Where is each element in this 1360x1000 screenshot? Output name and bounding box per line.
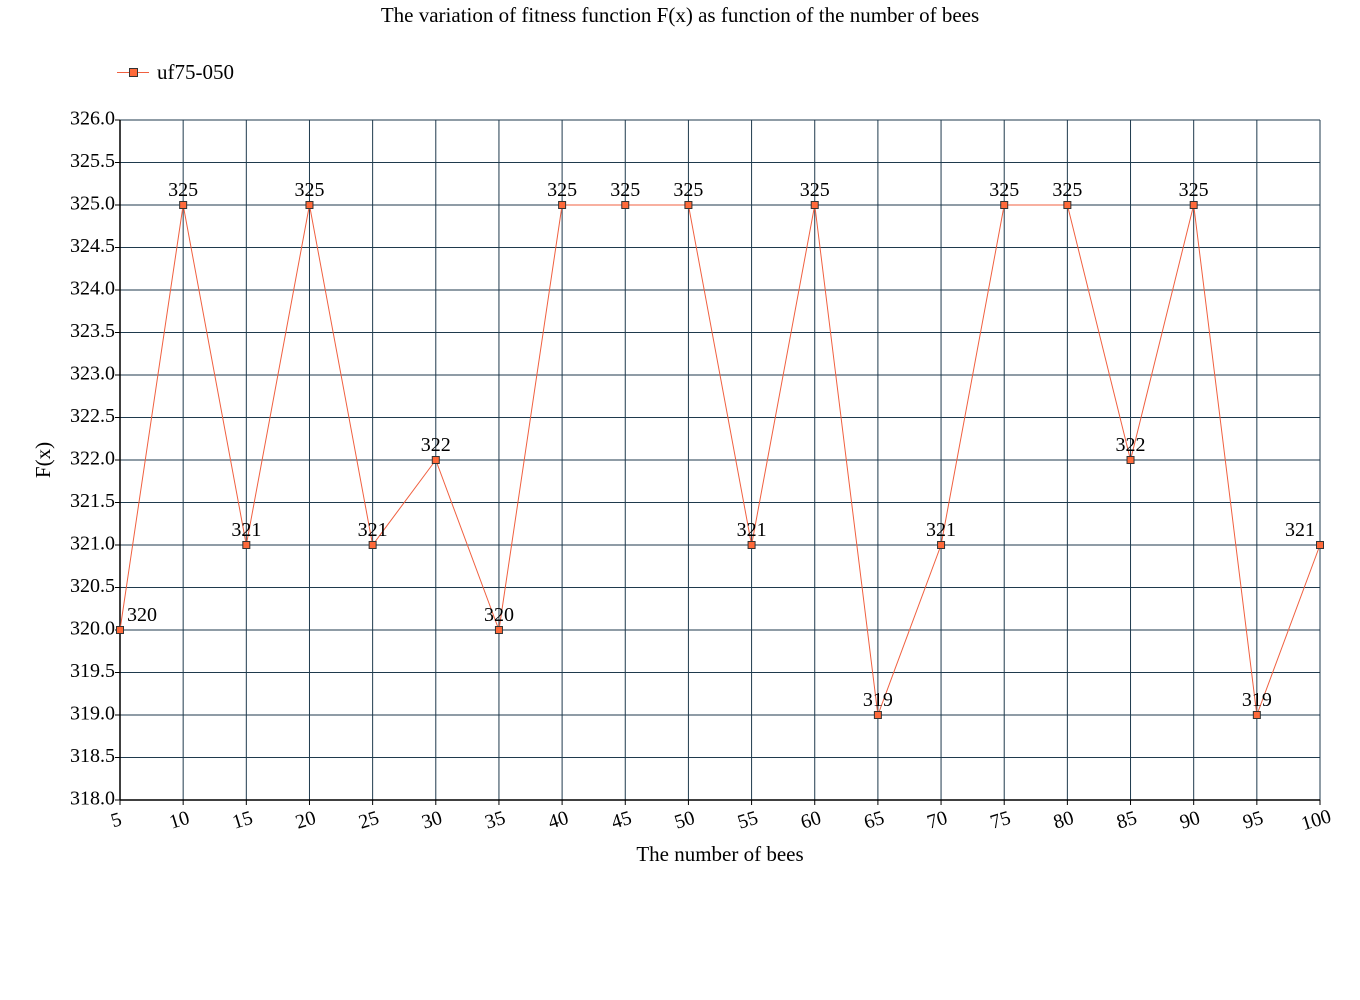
y-tick-label: 322.5 bbox=[70, 405, 115, 427]
data-label: 322 bbox=[421, 434, 451, 456]
y-tick-label: 319.0 bbox=[70, 703, 115, 725]
y-tick-label: 321.0 bbox=[70, 533, 115, 555]
x-tick-label: 100 bbox=[1299, 805, 1334, 835]
data-label: 321 bbox=[926, 519, 956, 541]
data-point bbox=[306, 202, 313, 209]
data-point bbox=[1064, 202, 1071, 209]
data-label: 325 bbox=[294, 179, 324, 201]
x-tick-label: 25 bbox=[356, 807, 382, 834]
data-point bbox=[938, 542, 945, 549]
x-axis-label: The number of bees bbox=[636, 842, 803, 866]
grid bbox=[115, 120, 1320, 805]
y-axis-label: F(x) bbox=[31, 442, 55, 478]
data-point bbox=[1190, 202, 1197, 209]
x-tick-label: 80 bbox=[1051, 807, 1077, 834]
data-point bbox=[748, 542, 755, 549]
data-point bbox=[1253, 712, 1260, 719]
data-label: 325 bbox=[610, 179, 640, 201]
x-tick-label: 35 bbox=[482, 807, 508, 834]
data-point bbox=[1317, 542, 1324, 549]
y-tick-label: 318.0 bbox=[70, 788, 115, 810]
y-tick-label: 320.0 bbox=[70, 618, 115, 640]
x-tick-label: 50 bbox=[672, 807, 698, 834]
x-tick-label: 65 bbox=[861, 807, 887, 834]
x-tick-label: 40 bbox=[546, 807, 572, 834]
data-label: 320 bbox=[484, 604, 514, 626]
data-point bbox=[180, 202, 187, 209]
data-point bbox=[622, 202, 629, 209]
x-tick-label: 10 bbox=[167, 807, 193, 834]
x-tick-label: 85 bbox=[1114, 807, 1140, 834]
x-tick-label: 55 bbox=[735, 807, 761, 834]
x-tick-label: 30 bbox=[419, 807, 445, 834]
x-tick-label: 15 bbox=[230, 807, 256, 834]
data-point bbox=[369, 542, 376, 549]
data-label: 320 bbox=[127, 604, 157, 626]
x-tick-label: 60 bbox=[798, 807, 824, 834]
y-tick-label: 324.0 bbox=[70, 278, 115, 300]
y-tick-label: 324.5 bbox=[70, 235, 115, 257]
y-tick-label: 326.0 bbox=[70, 108, 115, 130]
data-point bbox=[117, 627, 124, 634]
y-tick-label: 321.5 bbox=[70, 490, 115, 512]
y-axis-ticks: 318.0 318.5 319.0 319.5 320.0 320.5 321.0 321.5… bbox=[70, 108, 115, 810]
x-tick-label: 90 bbox=[1177, 807, 1203, 834]
y-tick-label: 323.0 bbox=[70, 363, 115, 385]
data-label: 325 bbox=[673, 179, 703, 201]
x-axis-ticks: 5 10 15 20 25 30 35 40 45 50 55 60 65 70 75 80 85 90 95 100 bbox=[108, 805, 1334, 835]
data-point bbox=[874, 712, 881, 719]
data-label: 321 bbox=[737, 519, 767, 541]
data-label: 321 bbox=[231, 519, 261, 541]
data-point bbox=[685, 202, 692, 209]
x-tick-label: 45 bbox=[609, 807, 635, 834]
data-point bbox=[243, 542, 250, 549]
data-label: 325 bbox=[1052, 179, 1082, 201]
y-tick-label: 319.5 bbox=[70, 660, 115, 682]
y-tick-label: 325.5 bbox=[70, 150, 115, 172]
data-label: 325 bbox=[168, 179, 198, 201]
x-tick-label: 75 bbox=[988, 807, 1014, 834]
y-tick-label: 323.5 bbox=[70, 320, 115, 342]
data-point bbox=[559, 202, 566, 209]
data-point bbox=[495, 627, 502, 634]
data-label: 325 bbox=[547, 179, 577, 201]
data-label: 321 bbox=[358, 519, 388, 541]
x-tick-label: 95 bbox=[1240, 807, 1266, 834]
data-label: 322 bbox=[1116, 434, 1146, 456]
data-point bbox=[1127, 457, 1134, 464]
data-point bbox=[1001, 202, 1008, 209]
data-label: 321 bbox=[1285, 519, 1315, 541]
y-tick-label: 325.0 bbox=[70, 193, 115, 215]
data-label: 319 bbox=[1242, 689, 1272, 711]
y-tick-label: 322.0 bbox=[70, 448, 115, 470]
x-tick-label: 20 bbox=[293, 807, 319, 834]
data-label: 325 bbox=[800, 179, 830, 201]
data-label: 319 bbox=[863, 689, 893, 711]
data-point bbox=[432, 457, 439, 464]
y-tick-label: 318.5 bbox=[70, 745, 115, 767]
x-tick-label: 5 bbox=[108, 808, 124, 832]
data-point bbox=[811, 202, 818, 209]
data-label: 325 bbox=[989, 179, 1019, 201]
data-label: 325 bbox=[1179, 179, 1209, 201]
y-tick-label: 320.5 bbox=[70, 575, 115, 597]
x-tick-label: 70 bbox=[925, 807, 951, 834]
data-labels: 320 325 321 325 321 322 320 325 325 325 321 325 319 3… bbox=[127, 179, 1315, 711]
